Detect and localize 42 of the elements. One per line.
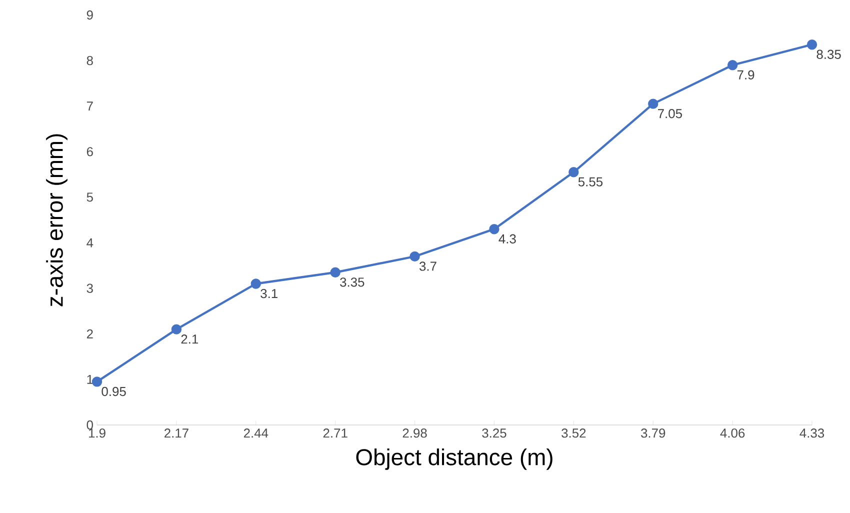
x-tick-label: 4.33: [800, 428, 824, 438]
y-tick-label: 8: [86, 56, 93, 66]
y-tick-label: 7: [86, 102, 93, 111]
data-label: 7.05: [658, 109, 682, 118]
y-tick-label: 4: [86, 238, 94, 248]
data-label: 3.7: [419, 262, 436, 271]
y-tick-label: 2: [86, 329, 93, 338]
x-tick-label: 1.9: [88, 428, 106, 438]
data-label: 5.55: [578, 177, 603, 186]
y-tick-label: 0: [86, 420, 93, 430]
y-axis-title: z-axis error (mm): [46, 134, 68, 306]
y-tick-label: 1: [87, 374, 93, 384]
y-tick-label: 9: [86, 10, 93, 20]
y-tick-label: 5: [86, 192, 93, 202]
point: [727, 60, 738, 70]
point: [410, 251, 420, 262]
point: [171, 324, 182, 334]
x-tick-label: 2.98: [402, 428, 427, 438]
data-label: 7.9: [737, 70, 754, 80]
point: [806, 39, 818, 50]
y-tick-label: 6: [86, 147, 93, 156]
data-label: 0.95: [102, 386, 126, 396]
data-label: 8.35: [816, 50, 841, 59]
point: [648, 98, 658, 109]
x-axis-title: Object distance (m): [356, 448, 552, 470]
y-tick-label: 3: [86, 284, 93, 293]
point: [92, 376, 102, 387]
x-tick-label: 2.71: [323, 428, 348, 438]
x-tick-label: 2.17: [164, 428, 188, 438]
data-label: 3.35: [340, 278, 364, 287]
point: [568, 167, 579, 178]
data-label: 3.1: [260, 288, 278, 298]
x-tick-label: 3.25: [482, 428, 506, 438]
data-label: 2.1: [181, 334, 198, 344]
x-tick-label: 3.79: [641, 428, 666, 438]
point: [330, 267, 340, 278]
x-tick-label: 4.06: [720, 428, 745, 438]
point: [489, 224, 500, 234]
x-tick-label: 3.52: [562, 428, 586, 438]
x-tick-label: 2.44: [244, 428, 268, 438]
data-label: 4.3: [498, 234, 516, 244]
point: [250, 278, 261, 289]
